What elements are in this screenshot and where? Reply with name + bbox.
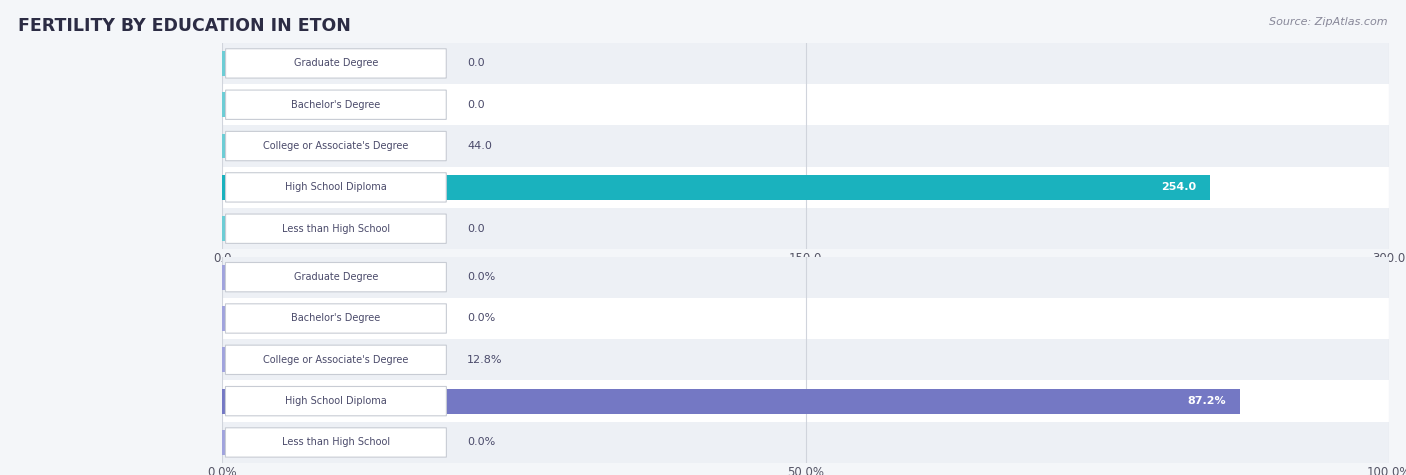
- Text: College or Associate's Degree: College or Associate's Degree: [263, 141, 409, 151]
- FancyBboxPatch shape: [225, 49, 446, 78]
- Text: Bachelor's Degree: Bachelor's Degree: [291, 100, 381, 110]
- Text: Less than High School: Less than High School: [281, 437, 389, 447]
- Text: High School Diploma: High School Diploma: [285, 396, 387, 406]
- Bar: [222, 430, 287, 455]
- Text: Less than High School: Less than High School: [281, 224, 389, 234]
- Text: 44.0: 44.0: [467, 141, 492, 151]
- Bar: [222, 175, 1211, 200]
- Bar: [222, 84, 1389, 125]
- Text: Graduate Degree: Graduate Degree: [294, 58, 378, 68]
- Text: Graduate Degree: Graduate Degree: [294, 272, 378, 282]
- Bar: [222, 167, 1389, 208]
- Text: 0.0%: 0.0%: [467, 437, 495, 447]
- Text: 0.0%: 0.0%: [467, 314, 495, 323]
- Text: 0.0%: 0.0%: [467, 272, 495, 282]
- Bar: [222, 125, 1389, 167]
- Bar: [222, 422, 1389, 463]
- Text: Bachelor's Degree: Bachelor's Degree: [291, 314, 381, 323]
- Text: 12.8%: 12.8%: [467, 355, 503, 365]
- Bar: [222, 208, 1389, 249]
- FancyBboxPatch shape: [225, 214, 446, 243]
- Bar: [222, 216, 287, 241]
- Text: 254.0: 254.0: [1161, 182, 1197, 192]
- FancyBboxPatch shape: [225, 263, 446, 292]
- Text: 0.0: 0.0: [467, 100, 485, 110]
- Text: 87.2%: 87.2%: [1187, 396, 1226, 406]
- Bar: [222, 51, 287, 76]
- Bar: [222, 380, 1389, 422]
- Bar: [222, 43, 1389, 84]
- Bar: [222, 347, 371, 372]
- FancyBboxPatch shape: [225, 428, 446, 457]
- Text: Source: ZipAtlas.com: Source: ZipAtlas.com: [1270, 17, 1388, 27]
- Text: College or Associate's Degree: College or Associate's Degree: [263, 355, 409, 365]
- Bar: [222, 306, 287, 331]
- FancyBboxPatch shape: [225, 173, 446, 202]
- Text: High School Diploma: High School Diploma: [285, 182, 387, 192]
- Text: 0.0: 0.0: [467, 58, 485, 68]
- FancyBboxPatch shape: [225, 90, 446, 119]
- FancyBboxPatch shape: [225, 345, 446, 374]
- Bar: [222, 256, 1389, 298]
- Bar: [222, 92, 287, 117]
- Text: FERTILITY BY EDUCATION IN ETON: FERTILITY BY EDUCATION IN ETON: [18, 17, 352, 35]
- Bar: [222, 298, 1389, 339]
- Bar: [222, 389, 1240, 414]
- Text: 0.0: 0.0: [467, 224, 485, 234]
- Bar: [222, 265, 287, 290]
- Bar: [222, 339, 1389, 380]
- FancyBboxPatch shape: [225, 132, 446, 161]
- FancyBboxPatch shape: [225, 387, 446, 416]
- FancyBboxPatch shape: [225, 304, 446, 333]
- Bar: [222, 133, 394, 159]
